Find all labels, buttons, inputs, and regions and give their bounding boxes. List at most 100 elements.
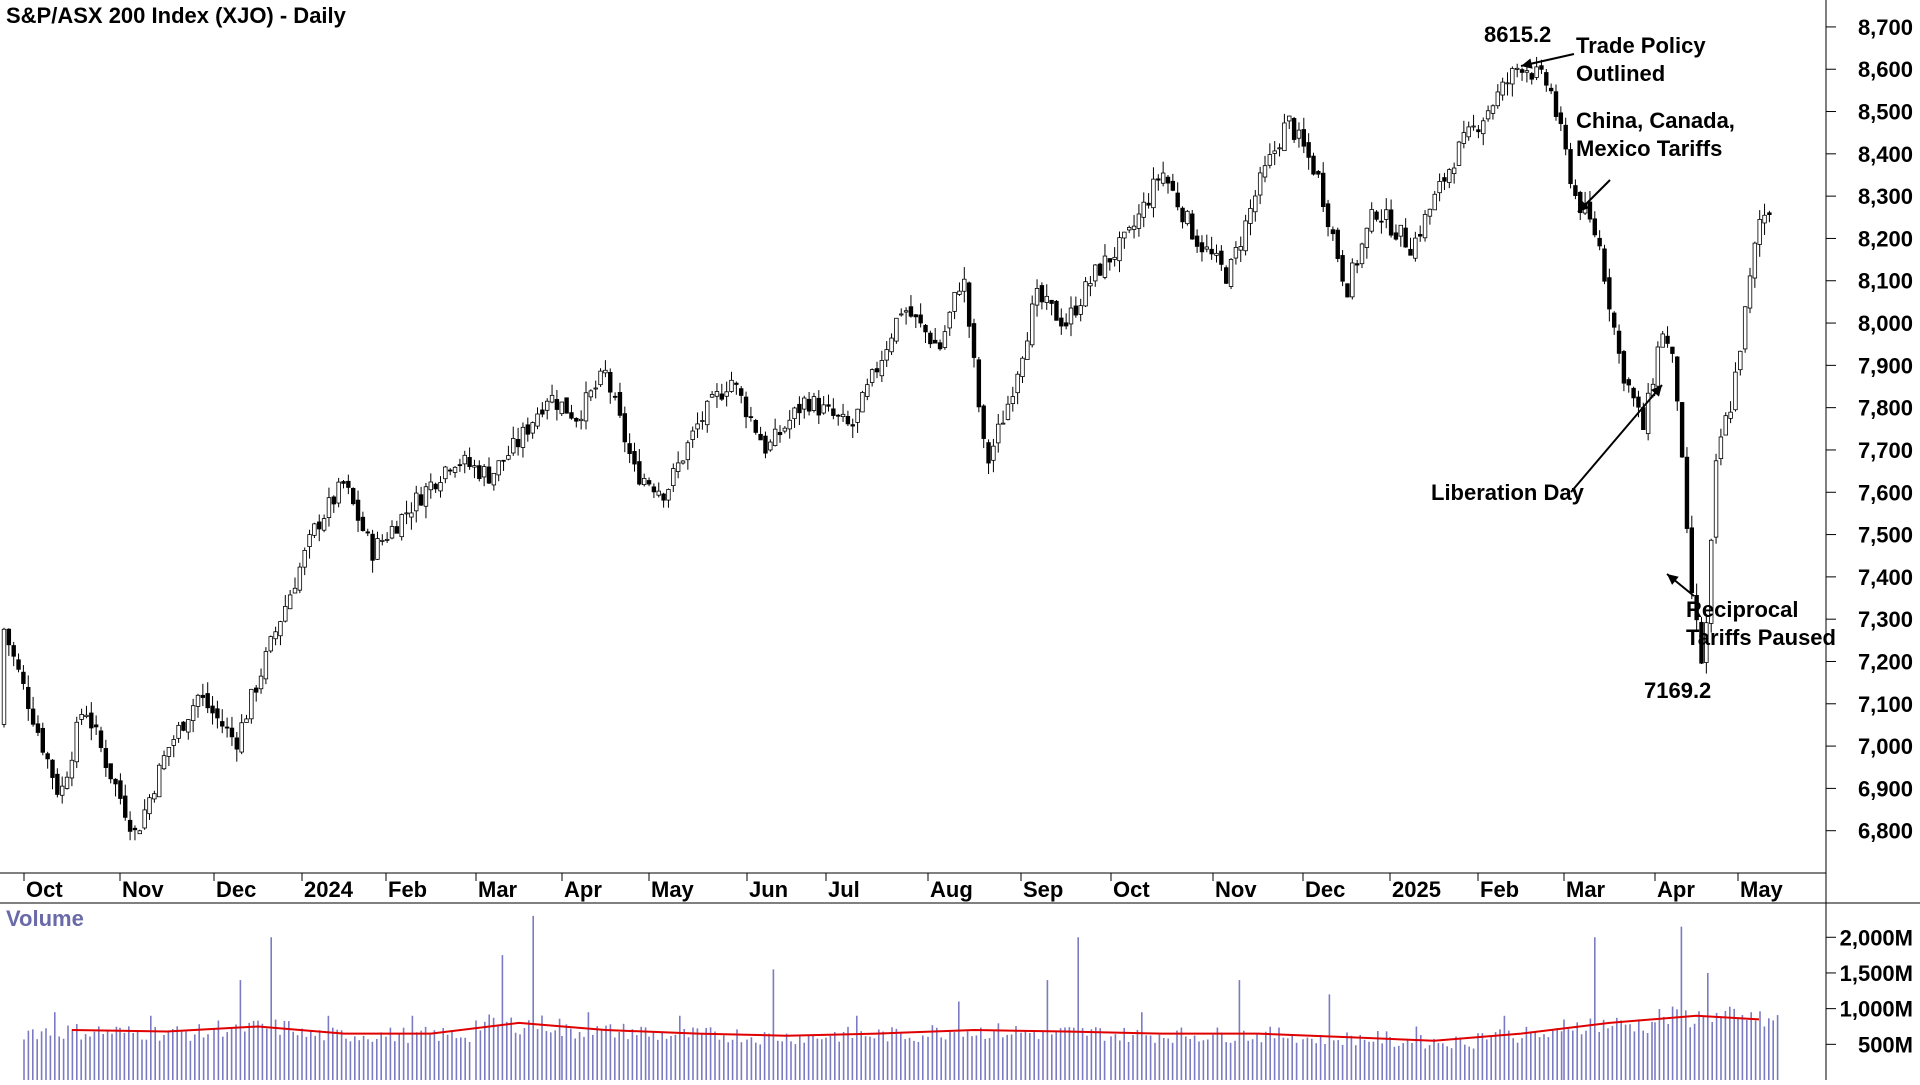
candle-body xyxy=(1005,403,1011,420)
price-tick-label: 8,000 xyxy=(1858,311,1913,336)
price-tick-label: 8,200 xyxy=(1858,226,1913,251)
candle-body xyxy=(1524,70,1530,73)
candle-body xyxy=(1039,285,1045,303)
candle-body xyxy=(501,459,506,462)
candle-body xyxy=(433,483,438,490)
price-tick-label: 7,600 xyxy=(1858,480,1913,505)
candle-body xyxy=(1136,213,1142,229)
volume-moving-average-line xyxy=(71,1014,1760,1042)
candle-body xyxy=(608,371,613,393)
candle-body xyxy=(64,776,70,789)
candle-body xyxy=(1641,407,1646,430)
time-tick-label: Oct xyxy=(26,877,63,902)
candle-body xyxy=(1073,305,1079,316)
price-tick-label: 8,400 xyxy=(1858,142,1913,167)
candle-body xyxy=(792,407,797,420)
candle-body xyxy=(113,778,118,785)
candle-body xyxy=(1456,141,1462,166)
volume-panel-title: Volume xyxy=(6,906,84,931)
candle-body xyxy=(840,413,846,417)
time-tick-label: Jun xyxy=(749,877,788,902)
candle-body xyxy=(1301,129,1306,147)
time-tick-label: Aug xyxy=(930,877,973,902)
candle-body xyxy=(1117,237,1122,262)
candle-body xyxy=(1059,317,1064,327)
candle-body xyxy=(438,482,443,492)
price-tick-label: 8,600 xyxy=(1858,57,1913,82)
candle-body xyxy=(418,494,424,506)
candle-body xyxy=(409,512,414,518)
annotation-reciprocal-text: Reciprocal xyxy=(1686,597,1799,622)
candle-body xyxy=(661,493,666,501)
candle-body xyxy=(869,369,875,383)
candle-body xyxy=(1713,460,1719,538)
time-tick-label: Mar xyxy=(478,877,518,902)
candle-body xyxy=(1510,68,1515,85)
candle-body xyxy=(515,438,521,448)
candle-body xyxy=(350,488,356,505)
candle-body xyxy=(496,460,501,476)
candle-body xyxy=(913,314,918,318)
candle-body xyxy=(443,466,448,480)
candle-body xyxy=(1636,396,1641,408)
candle-body xyxy=(894,317,899,342)
candle-body xyxy=(782,427,788,432)
volume-series xyxy=(23,915,1779,1080)
candle-body xyxy=(55,773,60,795)
candle-body xyxy=(481,466,487,478)
candle-body xyxy=(108,763,113,780)
candle-body xyxy=(1325,203,1331,228)
candle-body xyxy=(35,723,41,733)
candle-body xyxy=(229,727,235,738)
candle-body xyxy=(1709,539,1714,624)
candle-body xyxy=(1088,283,1093,287)
candle-body xyxy=(976,359,982,408)
candle-body xyxy=(307,534,312,548)
candle-body xyxy=(1757,219,1762,245)
candle-body xyxy=(1287,115,1292,122)
price-tick-label: 8,700 xyxy=(1858,15,1913,40)
candle-body xyxy=(1655,346,1661,387)
candle-body xyxy=(1645,392,1651,434)
candle-body xyxy=(1034,288,1040,306)
candle-body xyxy=(1451,167,1457,175)
candle-body xyxy=(1335,229,1340,259)
candle-body xyxy=(1267,154,1273,166)
candle-body xyxy=(1461,132,1467,144)
candle-body xyxy=(1466,126,1471,138)
candle-body xyxy=(1515,67,1520,70)
candle-body xyxy=(879,360,885,377)
candle-body xyxy=(1175,192,1180,208)
candle-body xyxy=(1767,212,1772,215)
candle-body xyxy=(1699,621,1704,664)
candle-body xyxy=(1093,264,1098,282)
candle-body xyxy=(239,722,244,753)
candle-body xyxy=(1277,147,1282,150)
candle-body xyxy=(1068,307,1074,325)
candle-body xyxy=(1112,256,1117,260)
annotation-china-arrowhead xyxy=(1578,200,1590,212)
candle-body xyxy=(831,408,836,416)
candle-body xyxy=(690,430,695,440)
candle-body xyxy=(263,651,269,680)
candle-body xyxy=(1194,235,1200,247)
candle-body xyxy=(21,671,26,684)
time-tick-label: Sep xyxy=(1023,877,1063,902)
candle-body xyxy=(816,397,821,416)
candle-body xyxy=(627,443,632,454)
candle-body xyxy=(802,397,807,410)
candle-body xyxy=(908,306,914,317)
candle-body xyxy=(1185,210,1190,225)
candle-body xyxy=(152,793,157,800)
candle-body xyxy=(598,370,603,386)
candle-body xyxy=(1049,299,1054,304)
candle-body xyxy=(1127,226,1132,231)
candle-body xyxy=(1291,118,1297,140)
candle-body xyxy=(1432,193,1437,211)
candle-body xyxy=(118,780,123,799)
candle-body xyxy=(394,526,400,534)
time-tick-label: Feb xyxy=(388,877,427,902)
candle-body xyxy=(777,432,783,436)
candle-body xyxy=(1165,176,1171,184)
